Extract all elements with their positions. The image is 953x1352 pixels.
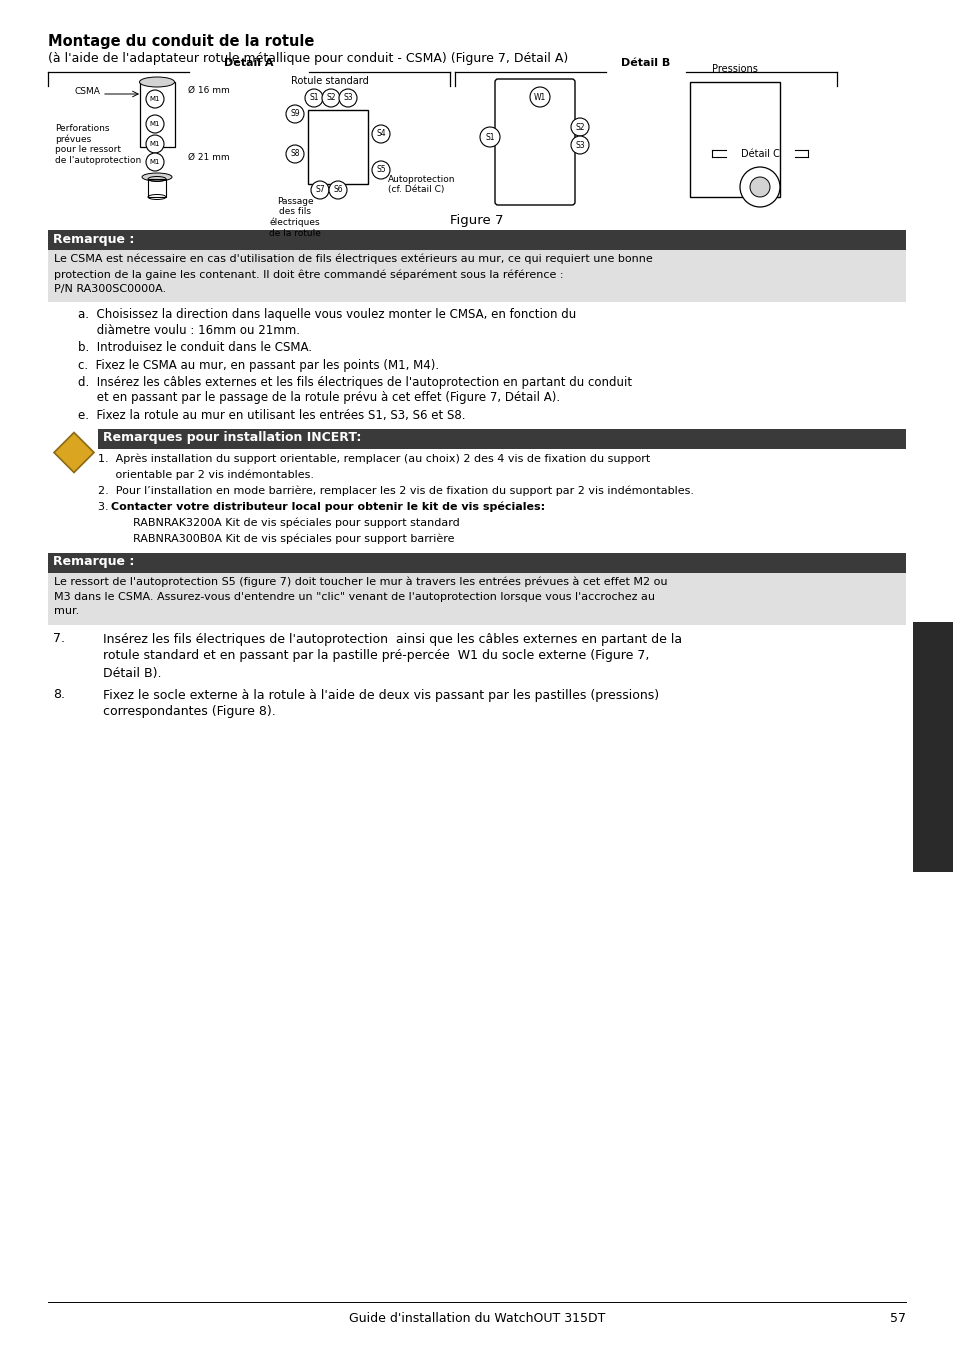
Text: S4: S4 xyxy=(375,130,385,138)
Text: M1: M1 xyxy=(150,96,160,101)
Text: M3 dans le CSMA. Assurez-vous d'entendre un "clic" venant de l'autoprotection lo: M3 dans le CSMA. Assurez-vous d'entendre… xyxy=(54,592,655,602)
Text: Autoprotection
(cf. Détail C): Autoprotection (cf. Détail C) xyxy=(388,174,455,195)
Text: Français: Français xyxy=(924,711,940,783)
Text: S3: S3 xyxy=(575,141,584,150)
Circle shape xyxy=(372,124,390,143)
Text: e.  Fixez la rotule au mur en utilisant les entrées S1, S3, S6 et S8.: e. Fixez la rotule au mur en utilisant l… xyxy=(78,410,465,422)
Circle shape xyxy=(530,87,550,107)
Bar xyxy=(689,82,780,197)
Text: Le ressort de l'autoprotection S5 (figure 7) doit toucher le mur à travers les e: Le ressort de l'autoprotection S5 (figur… xyxy=(54,576,667,587)
Bar xyxy=(48,572,905,625)
Text: orientable par 2 vis indémontables.: orientable par 2 vis indémontables. xyxy=(98,469,314,480)
Circle shape xyxy=(372,161,390,178)
Text: Insérez les fils électriques de l'autoprotection  ainsi que les câbles externes : Insérez les fils électriques de l'autopr… xyxy=(103,633,681,645)
Text: S8: S8 xyxy=(290,150,299,158)
Circle shape xyxy=(305,89,323,107)
Text: 8.: 8. xyxy=(53,688,65,702)
Text: Rotule standard: Rotule standard xyxy=(291,76,369,87)
Text: Détail B: Détail B xyxy=(620,58,670,68)
Circle shape xyxy=(146,91,164,108)
Text: protection de la gaine les contenant. Il doit être commandé séparément sous la r: protection de la gaine les contenant. Il… xyxy=(54,269,563,280)
Text: 7.: 7. xyxy=(53,633,65,645)
Text: S5: S5 xyxy=(375,165,385,174)
Circle shape xyxy=(146,115,164,132)
Text: Ø 21 mm: Ø 21 mm xyxy=(188,153,230,161)
Circle shape xyxy=(338,89,356,107)
Text: INCERT: INCERT xyxy=(61,450,87,456)
Bar xyxy=(148,178,166,197)
Bar xyxy=(98,429,905,449)
Bar xyxy=(48,230,905,250)
Text: 3.: 3. xyxy=(98,502,115,512)
Text: rotule standard et en passant par la pastille pré-percée  W1 du socle externe (F: rotule standard et en passant par la pas… xyxy=(103,649,649,662)
Text: Détail C: Détail C xyxy=(740,149,779,160)
Text: S2: S2 xyxy=(326,93,335,103)
Text: (à l'aide de l'adaptateur rotule métallique pour conduit - CSMA) (Figure 7, Déta: (à l'aide de l'adaptateur rotule métalli… xyxy=(48,51,568,65)
Text: S6: S6 xyxy=(333,185,342,195)
Circle shape xyxy=(311,181,329,199)
Text: Détail A: Détail A xyxy=(224,58,274,68)
Circle shape xyxy=(286,105,304,123)
Ellipse shape xyxy=(142,173,172,181)
Text: mur.: mur. xyxy=(54,607,79,617)
Circle shape xyxy=(571,137,588,154)
Text: RABNRA300B0A Kit de vis spéciales pour support barrière: RABNRA300B0A Kit de vis spéciales pour s… xyxy=(98,533,454,544)
Bar xyxy=(912,622,953,872)
Text: Détail B).: Détail B). xyxy=(103,667,161,680)
Text: M1: M1 xyxy=(150,141,160,147)
Text: Perforations
prévues
pour le ressort
de l'autoprotection: Perforations prévues pour le ressort de … xyxy=(55,124,141,165)
Circle shape xyxy=(479,127,499,147)
Text: S7: S7 xyxy=(314,185,324,195)
Text: S3: S3 xyxy=(343,93,353,103)
Text: S1: S1 xyxy=(485,132,495,142)
Circle shape xyxy=(749,177,769,197)
Text: S1: S1 xyxy=(309,93,318,103)
Text: c.  Fixez le CSMA au mur, en passant par les points (M1, M4).: c. Fixez le CSMA au mur, en passant par … xyxy=(78,358,438,372)
Circle shape xyxy=(571,118,588,137)
Text: Guide d'installation du WatchOUT 315DT: Guide d'installation du WatchOUT 315DT xyxy=(349,1311,604,1325)
Text: RABNRAK3200A Kit de vis spéciales pour support standard: RABNRAK3200A Kit de vis spéciales pour s… xyxy=(98,518,459,529)
Circle shape xyxy=(286,145,304,164)
Text: Fixez le socle externe à la rotule à l'aide de deux vis passant par les pastille: Fixez le socle externe à la rotule à l'a… xyxy=(103,688,659,702)
Text: Remarques pour installation INCERT:: Remarques pour installation INCERT: xyxy=(103,431,361,445)
Text: d.  Insérez les câbles externes et les fils électriques de l'autoprotection en p: d. Insérez les câbles externes et les fi… xyxy=(78,376,632,389)
Circle shape xyxy=(329,181,347,199)
Text: a.  Choisissez la direction dans laquelle vous voulez monter le CMSA, en fonctio: a. Choisissez la direction dans laquelle… xyxy=(78,308,576,320)
Ellipse shape xyxy=(139,77,174,87)
Text: M1: M1 xyxy=(150,120,160,127)
Text: b.  Introduisez le conduit dans le CSMA.: b. Introduisez le conduit dans le CSMA. xyxy=(78,341,312,354)
Text: Figure 7: Figure 7 xyxy=(450,214,503,227)
Text: M1: M1 xyxy=(150,160,160,165)
Bar xyxy=(308,110,368,184)
Bar xyxy=(140,82,174,147)
Polygon shape xyxy=(54,433,94,472)
Text: Passage
des fils
électriques
de la rotule: Passage des fils électriques de la rotul… xyxy=(269,197,320,238)
Text: 2.  Pour l’installation en mode barrière, remplacer les 2 vis de fixation du sup: 2. Pour l’installation en mode barrière,… xyxy=(98,485,693,496)
Text: S2: S2 xyxy=(575,123,584,131)
Text: Remarque :: Remarque : xyxy=(53,233,134,246)
Bar xyxy=(48,553,905,572)
Text: P/N RA300SC0000A.: P/N RA300SC0000A. xyxy=(54,284,166,293)
Text: Contacter votre distributeur local pour obtenir le kit de vis spéciales:: Contacter votre distributeur local pour … xyxy=(111,502,544,512)
Text: Pressions: Pressions xyxy=(711,64,757,74)
Text: Remarque :: Remarque : xyxy=(53,556,134,568)
Circle shape xyxy=(322,89,339,107)
Bar xyxy=(48,250,905,301)
Text: Montage du conduit de la rotule: Montage du conduit de la rotule xyxy=(48,34,314,49)
Text: correspondantes (Figure 8).: correspondantes (Figure 8). xyxy=(103,706,275,718)
Text: W1: W1 xyxy=(534,92,545,101)
Circle shape xyxy=(146,135,164,153)
Text: S9: S9 xyxy=(290,110,299,119)
Text: Le CSMA est nécessaire en cas d'utilisation de fils électriques extérieurs au mu: Le CSMA est nécessaire en cas d'utilisat… xyxy=(54,254,652,265)
Text: Ø 16 mm: Ø 16 mm xyxy=(188,85,230,95)
Circle shape xyxy=(146,153,164,170)
Text: 57: 57 xyxy=(889,1311,905,1325)
Text: 1.  Après installation du support orientable, remplacer (au choix) 2 des 4 vis d: 1. Après installation du support orienta… xyxy=(98,453,650,464)
Circle shape xyxy=(740,168,780,207)
Text: diàmetre voulu : 16mm ou 21mm.: diàmetre voulu : 16mm ou 21mm. xyxy=(78,323,299,337)
Text: et en passant par le passage de la rotule prévu à cet effet (Figure 7, Détail A): et en passant par le passage de la rotul… xyxy=(78,392,559,404)
Text: CSMA: CSMA xyxy=(74,88,100,96)
